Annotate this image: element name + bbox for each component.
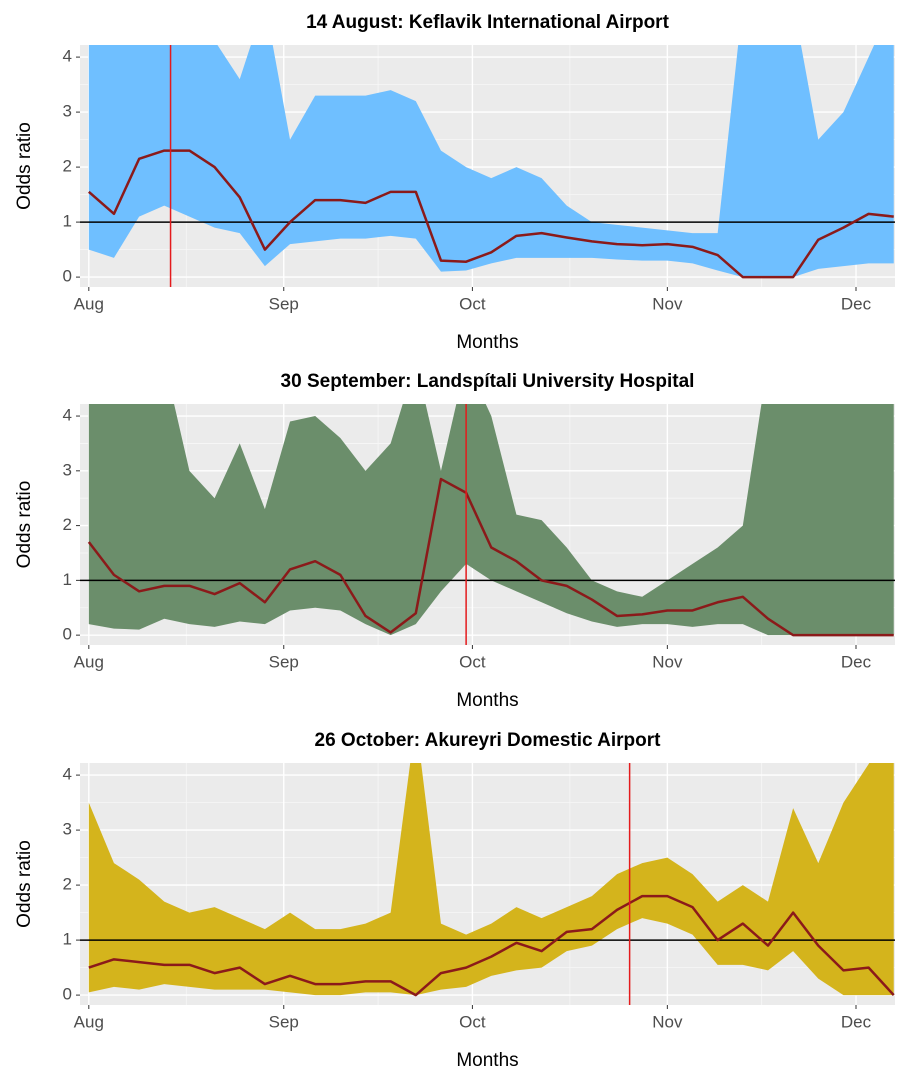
x-tick-label: Oct bbox=[459, 652, 486, 671]
y-tick-label: 3 bbox=[63, 460, 72, 479]
y-tick-label: 2 bbox=[63, 157, 72, 176]
y-axis-title: Odds ratio bbox=[14, 122, 35, 210]
y-tick-label: 4 bbox=[63, 47, 72, 66]
y-tick-label: 1 bbox=[63, 212, 72, 231]
x-tick-label: Nov bbox=[652, 294, 683, 313]
x-tick-label: Nov bbox=[652, 1012, 683, 1031]
y-tick-label: 3 bbox=[63, 820, 72, 839]
median-line bbox=[87, 477, 894, 637]
confidence-band bbox=[88, 404, 894, 636]
x-tick-label: Dec bbox=[841, 1012, 872, 1031]
x-tick-label: Oct bbox=[459, 294, 486, 313]
y-tick-label: 1 bbox=[63, 930, 72, 949]
y-tick-label: 0 bbox=[63, 267, 72, 286]
x-tick-label: Dec bbox=[841, 652, 872, 671]
panel: 0 1 2 3 4 Aug Sep Oct Nov Dec 26 October: Akureyri… bbox=[14, 730, 895, 1071]
x-axis-title: Months bbox=[456, 332, 518, 353]
y-tick-label: 3 bbox=[63, 102, 72, 121]
confidence-band bbox=[88, 45, 894, 278]
confidence-band bbox=[88, 763, 894, 996]
y-tick-label: 4 bbox=[63, 765, 72, 784]
x-tick-label: Aug bbox=[74, 294, 104, 313]
x-tick-label: Sep bbox=[269, 294, 299, 313]
y-tick-label: 2 bbox=[63, 515, 72, 534]
x-tick-label: Nov bbox=[652, 652, 683, 671]
x-axis-title: Months bbox=[456, 690, 518, 711]
plot-area bbox=[80, 404, 895, 645]
y-tick-label: 0 bbox=[63, 985, 72, 1004]
x-axis-title: Months bbox=[456, 1050, 518, 1071]
x-tick-label: Oct bbox=[459, 1012, 486, 1031]
y-axis-title: Odds ratio bbox=[14, 840, 35, 928]
x-tick-label: Aug bbox=[74, 652, 104, 671]
panel: 0 1 2 3 4 Aug Sep Oct Nov Dec 30 September: Landsp… bbox=[14, 371, 895, 711]
chart-title: 26 October: Akureyri Domestic Airport bbox=[315, 730, 662, 751]
y-tick-label: 0 bbox=[63, 625, 72, 644]
chart-title: 14 August: Keflavik International Airpor… bbox=[306, 12, 669, 33]
y-tick-label: 1 bbox=[63, 570, 72, 589]
x-tick-label: Aug bbox=[74, 1012, 104, 1031]
y-tick-label: 4 bbox=[63, 406, 72, 425]
y-axis-title: Odds ratio bbox=[14, 481, 35, 569]
median-line bbox=[87, 149, 894, 279]
y-tick-label: 2 bbox=[63, 875, 72, 894]
x-tick-label: Dec bbox=[841, 294, 872, 313]
chart-title: 30 September: Landspítali University Hos… bbox=[281, 371, 695, 392]
panel: 0 1 2 3 4 Aug Sep Oct Nov Dec 14 August: Keflavik … bbox=[14, 12, 895, 353]
plot-area bbox=[80, 45, 895, 287]
plot-area bbox=[80, 763, 895, 1005]
x-tick-label: Sep bbox=[269, 1012, 299, 1031]
median-line bbox=[88, 894, 895, 997]
x-tick-label: Sep bbox=[269, 652, 299, 671]
